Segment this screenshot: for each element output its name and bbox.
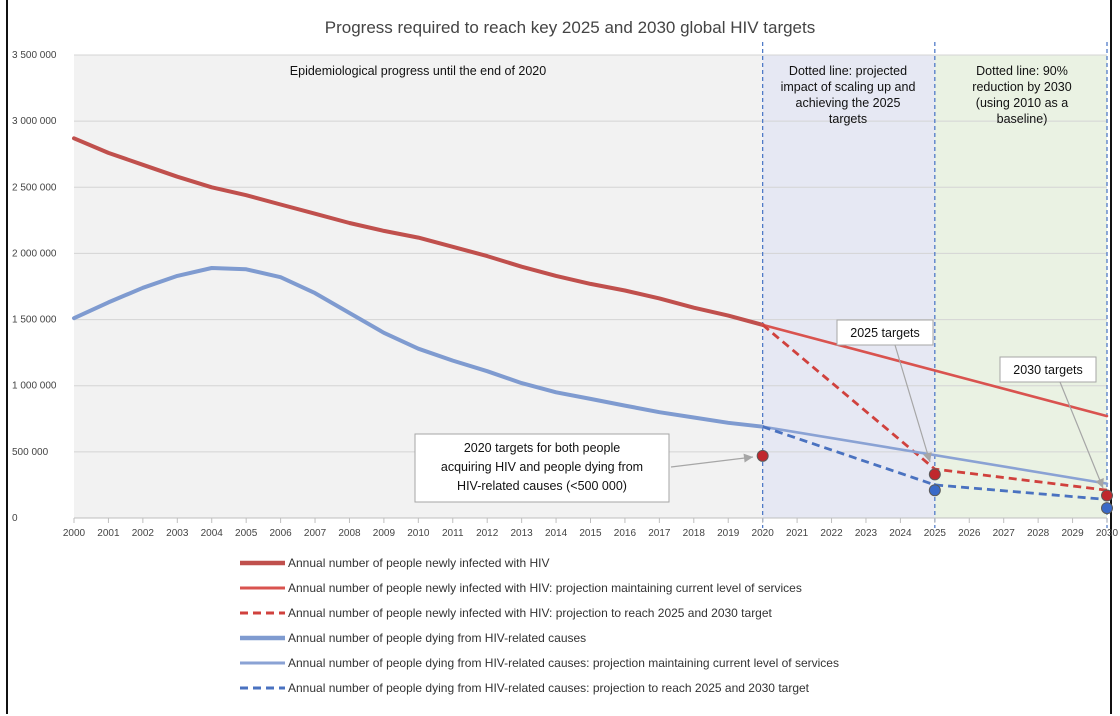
targets-2020-box [414, 433, 670, 503]
legend-label-4: Annual number of people dying from HIV-r… [288, 656, 839, 670]
y-tick-label: 1 000 000 [12, 381, 57, 392]
x-tick-label: 2013 [511, 528, 534, 539]
targets-2030-arrow [1059, 381, 1104, 489]
x-tick-label: 2004 [201, 528, 224, 539]
y-tick-label: 3 500 000 [12, 50, 57, 61]
x-tick-label: 2009 [373, 528, 396, 539]
x-tick-label: 2020 [752, 528, 775, 539]
targets-2020-arrow-head [743, 453, 753, 463]
region-2 [934, 55, 1107, 518]
targets-2025-arrow [894, 344, 931, 463]
targets-2030-arrow-head [1095, 477, 1104, 488]
x-tick-label: 2030 [1096, 528, 1119, 539]
series-line-3 [72, 266, 765, 429]
axes: 0 500 000 1 000 000 1 500 000 2 000 000 2 500… [12, 50, 1119, 539]
legend: Annual number of people newly infected w… [240, 556, 839, 695]
legend-label-1: Annual number of people newly infected w… [288, 581, 802, 595]
x-tick-label: 2023 [855, 528, 878, 539]
series-lines [72, 136, 1109, 501]
series-line-1 [761, 323, 1109, 418]
targets-2025-label: 2025 targets [850, 326, 920, 340]
x-tick-label: 2000 [63, 528, 86, 539]
target-point-3 [1101, 489, 1113, 502]
x-tick-label: 2016 [614, 528, 637, 539]
dotted-2025-note: Dotted line: projected impact of scaling … [781, 64, 916, 126]
y-tick-label: 1 500 000 [12, 315, 57, 326]
targets-2030-box [999, 356, 1097, 383]
x-tick-label: 2003 [166, 528, 189, 539]
legend-label-3: Annual number of people dying from HIV-r… [288, 631, 586, 645]
targets-2025-box [836, 319, 934, 346]
x-tick-label: 2019 [717, 528, 740, 539]
target-point-1 [928, 468, 941, 481]
epi-progress-label: Epidemiological progress until the end o… [290, 64, 546, 78]
x-tick-label: 2001 [97, 528, 120, 539]
series-line-4 [761, 425, 1109, 485]
x-tick-label: 2012 [476, 528, 499, 539]
y-tick-label: 3 000 000 [12, 116, 57, 127]
x-tick-label: 2006 [269, 528, 292, 539]
x-tick-label: 2028 [1027, 528, 1050, 539]
legend-label-2: Annual number of people newly infected w… [288, 606, 773, 620]
dotted-2030-note: Dotted line: 90% reduction by 2030 (using … [972, 64, 1071, 126]
targets-2025-arrow-head [923, 452, 932, 462]
x-tick-label: 2010 [407, 528, 430, 539]
x-tick-label: 2027 [993, 528, 1016, 539]
legend-label-0: Annual number of people newly infected w… [288, 556, 550, 570]
series-line-0 [72, 136, 765, 327]
chart-frame [6, 0, 1112, 714]
y-tick-label: 2 500 000 [12, 182, 57, 193]
x-tick-label: 2014 [545, 528, 568, 539]
x-tick-label: 2005 [235, 528, 258, 539]
x-tick-label: 2007 [304, 528, 327, 539]
x-tick-label: 2026 [958, 528, 981, 539]
y-tick-label: 2 000 000 [12, 248, 57, 259]
target-point-0 [756, 449, 769, 462]
x-tick-label: 2008 [338, 528, 361, 539]
target-point-2 [928, 484, 941, 497]
annotations: Epidemiological progress until the end o… [290, 64, 1104, 503]
targets-2020-arrow [670, 456, 754, 468]
x-tick-label: 2024 [889, 528, 912, 539]
x-tick-label: 2002 [132, 528, 155, 539]
x-tick-label: 2029 [1061, 528, 1084, 539]
x-tick-label: 2017 [648, 528, 671, 539]
chart-title: Progress required to reach key 2025 and … [325, 18, 815, 37]
y-tick-label: 500 000 [12, 447, 49, 458]
legend-label-5: Annual number of people dying from HIV-r… [288, 681, 810, 695]
targets-2020-label: 2020 targets for both people acquiring HI… [441, 441, 643, 493]
targets-2030-label: 2030 targets [1013, 363, 1083, 377]
target-point-4 [1101, 502, 1113, 515]
y-tick-label: 0 [12, 513, 18, 524]
x-tick-label: 2021 [786, 528, 809, 539]
x-tick-label: 2022 [820, 528, 843, 539]
x-tick-label: 2025 [924, 528, 947, 539]
target-points [756, 449, 1113, 515]
x-tick-label: 2015 [579, 528, 602, 539]
x-tick-label: 2011 [442, 528, 464, 539]
x-tick-label: 2018 [683, 528, 706, 539]
